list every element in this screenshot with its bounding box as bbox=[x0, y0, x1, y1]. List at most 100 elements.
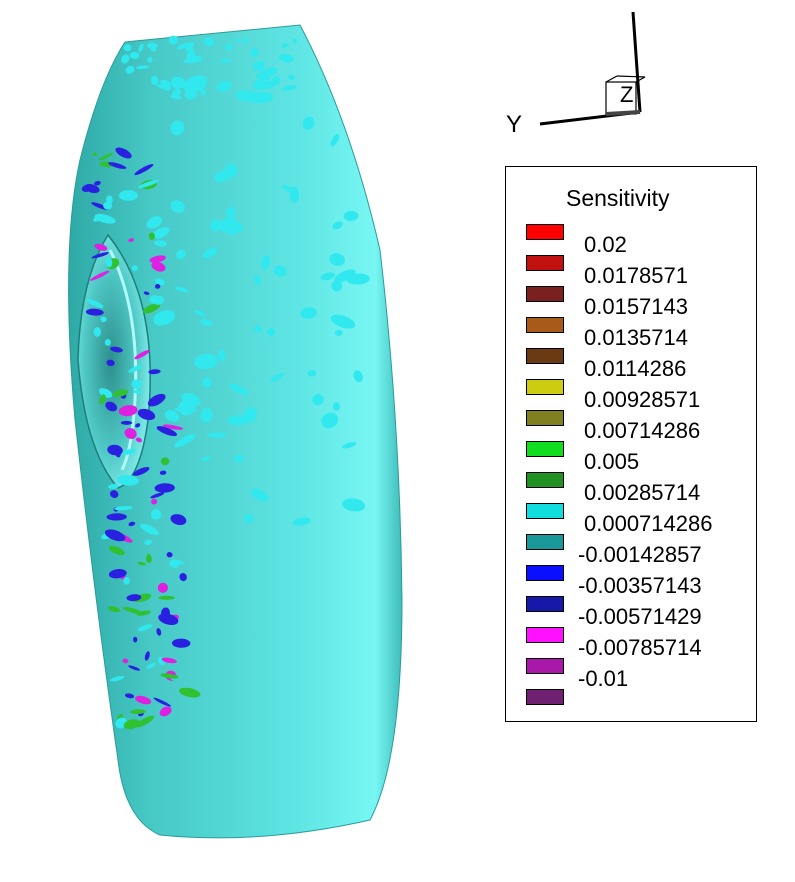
sensitivity-patch bbox=[164, 410, 180, 422]
sensitivity-patch bbox=[105, 257, 113, 268]
sensitivity-patch bbox=[134, 349, 150, 360]
sensitivity-patch bbox=[128, 521, 136, 527]
sensitivity-patch bbox=[140, 523, 159, 536]
sensitivity-patch bbox=[122, 448, 136, 455]
sensitivity-patch bbox=[160, 457, 170, 466]
sensitivity-patch bbox=[161, 657, 177, 664]
sensitivity-patch bbox=[94, 243, 108, 251]
sensitivity-patch bbox=[272, 75, 281, 85]
sensitivity-patch bbox=[210, 219, 222, 233]
sensitivity-patch bbox=[135, 695, 152, 705]
sensitivity-patch bbox=[152, 295, 165, 305]
sensitivity-patch bbox=[253, 325, 263, 333]
sensitivity-patch bbox=[148, 232, 155, 241]
sensitivity-patch bbox=[157, 582, 168, 593]
legend-level-label: 0.000714286 bbox=[584, 511, 713, 536]
sensitivity-patch bbox=[151, 498, 158, 505]
sensitivity-patch bbox=[147, 393, 166, 407]
sensitivity-patch bbox=[124, 428, 137, 439]
legend-swatch bbox=[526, 503, 564, 519]
sensitivity-patch bbox=[334, 269, 356, 283]
sensitivity-patch bbox=[179, 687, 201, 698]
sensitivity-patch bbox=[202, 247, 218, 259]
sensitivity-patch bbox=[114, 506, 133, 511]
sensitivity-patch bbox=[105, 401, 118, 412]
sensitivity-patch bbox=[108, 545, 125, 556]
sensitivity-patch bbox=[281, 185, 294, 193]
legend-swatch bbox=[526, 379, 564, 395]
sensitivity-patch bbox=[132, 467, 150, 476]
sensitivity-patch bbox=[108, 162, 127, 169]
sensitivity-patch bbox=[154, 240, 168, 247]
sensitivity-patch bbox=[331, 280, 343, 292]
sensitivity-patch bbox=[164, 607, 171, 616]
sensitivity-patch bbox=[200, 319, 213, 326]
sensitivity-patch bbox=[122, 606, 143, 615]
sensitivity-patch bbox=[170, 94, 182, 100]
sensitivity-patch bbox=[332, 221, 343, 230]
sensitivity-patch bbox=[153, 697, 171, 707]
sensitivity-patch bbox=[170, 120, 185, 136]
sensitivity-patch bbox=[168, 35, 178, 45]
sensitivity-patch bbox=[156, 426, 177, 437]
sensitivity-patch bbox=[235, 90, 261, 102]
sensitivity-patch bbox=[174, 434, 196, 448]
legend-level-label: 0.00928571 bbox=[584, 387, 701, 412]
sensitivity-patch bbox=[144, 539, 153, 545]
sensitivity-patch bbox=[106, 195, 113, 204]
legend-swatch bbox=[526, 348, 564, 364]
sensitivity-patch bbox=[147, 56, 153, 63]
sensitivity-patch bbox=[129, 51, 140, 60]
sensitivity-patch bbox=[146, 42, 158, 49]
sensitivity-patch bbox=[207, 432, 227, 438]
sensitivity-patch bbox=[135, 423, 141, 428]
sensitivity-patch bbox=[201, 455, 211, 462]
sensitivity-patch bbox=[270, 372, 285, 382]
legend-title: Sensitivity bbox=[566, 185, 670, 211]
sensitivity-patch bbox=[172, 559, 185, 565]
sensitivity-patch bbox=[250, 488, 269, 502]
sensitivity-patch bbox=[109, 490, 119, 498]
sensitivity-patch bbox=[150, 492, 165, 499]
sensitivity-patch bbox=[145, 553, 152, 564]
sensitivity-patch bbox=[128, 665, 141, 671]
legend-swatch bbox=[526, 441, 564, 457]
sensitivity-patch bbox=[120, 420, 133, 425]
sensitivity-patch bbox=[259, 69, 268, 79]
sensitivity-patch bbox=[267, 327, 276, 337]
sensitivity-patch bbox=[136, 65, 150, 70]
sensitivity-patch bbox=[123, 577, 130, 585]
sensitivity-patch bbox=[115, 147, 132, 159]
z-axis-label: Z bbox=[620, 82, 634, 107]
sensitivity-patch bbox=[158, 595, 175, 600]
sensitivity-patch bbox=[353, 370, 363, 383]
sensitivity-patch bbox=[225, 43, 233, 51]
sensitivity-patch bbox=[126, 594, 142, 602]
sensitivity-patch bbox=[125, 65, 135, 74]
sensitivity-patch bbox=[186, 50, 196, 60]
sensitivity-patch bbox=[300, 307, 317, 319]
legend-level-label: 0.02 bbox=[584, 232, 627, 257]
sensitivity-patch bbox=[241, 38, 249, 43]
sensitivity-patch bbox=[104, 338, 111, 346]
sensitivity-patch bbox=[108, 569, 127, 579]
sensitivity-patch bbox=[170, 200, 185, 213]
legend-swatch bbox=[526, 317, 564, 333]
sensitivity-patch bbox=[135, 437, 142, 443]
sensitivity-patch bbox=[143, 291, 150, 295]
sensitivity-patch bbox=[136, 610, 151, 616]
sensitivity-patch bbox=[256, 96, 262, 103]
sensitivity-patch bbox=[124, 693, 135, 699]
sensitivity-patch bbox=[160, 79, 172, 87]
sensitivity-patch bbox=[153, 227, 170, 239]
sensitivity-patch bbox=[144, 651, 150, 661]
sensitivity-patch bbox=[213, 170, 230, 183]
sensitivity-patch bbox=[137, 561, 146, 566]
sensitivity-patch bbox=[343, 210, 359, 221]
legend: Sensitivity 0.02 0.0178571 0.0157143 0.0135… bbox=[505, 166, 757, 722]
sensitivity-patch bbox=[162, 424, 183, 430]
legend-level-label: -0.00785714 bbox=[578, 635, 702, 660]
sensitivity-patch bbox=[137, 624, 153, 632]
sensitivity-patch bbox=[90, 270, 110, 281]
sensitivity-patch bbox=[288, 74, 295, 81]
